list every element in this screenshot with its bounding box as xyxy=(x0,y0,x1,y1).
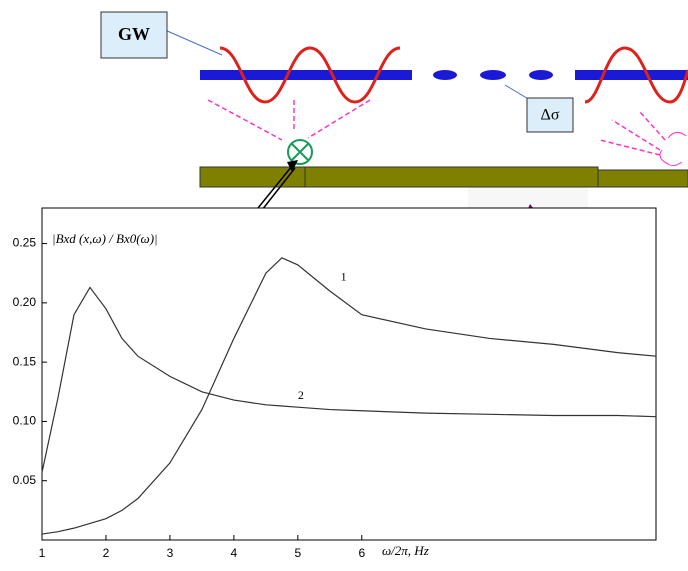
plate xyxy=(598,170,688,187)
callout-line xyxy=(165,30,222,55)
membrane xyxy=(575,70,688,80)
x-tick-label: 6 xyxy=(358,546,365,560)
y-tick-label: 0.15 xyxy=(13,354,37,368)
y-axis-label: |Bxd (x,ω) / Bx0(ω)| xyxy=(52,231,158,246)
gap-dash xyxy=(529,70,553,80)
y-tick-label: 0.25 xyxy=(13,236,37,250)
gap-dash xyxy=(480,70,506,80)
gap-dash xyxy=(433,70,457,80)
delta-label: Δσ xyxy=(541,107,560,124)
x-tick-label: 3 xyxy=(167,546,174,560)
figure: GW Δσ |Bxd (x,ω) / Bx0(ω)| ω/2π, Hz 0.05… xyxy=(0,0,688,566)
y-tick-label: 0.20 xyxy=(13,295,37,309)
y-tick-label: 0.10 xyxy=(13,414,37,428)
plate xyxy=(200,167,598,187)
x-tick-label: 5 xyxy=(294,546,301,560)
field-arrows xyxy=(208,100,665,155)
series-label: 2 xyxy=(298,388,304,402)
x-tick-label: 2 xyxy=(103,546,110,560)
gw-label: GW xyxy=(118,24,150,44)
x-tick-label: 4 xyxy=(231,546,238,560)
x-tick-label: 1 xyxy=(39,546,46,560)
source xyxy=(660,132,686,165)
series-label: 1 xyxy=(341,269,347,283)
y-tick-label: 0.05 xyxy=(13,473,37,487)
x-axis-label: ω/2π, Hz xyxy=(382,543,429,558)
callout-line xyxy=(505,85,530,100)
plot-frame xyxy=(42,208,656,540)
